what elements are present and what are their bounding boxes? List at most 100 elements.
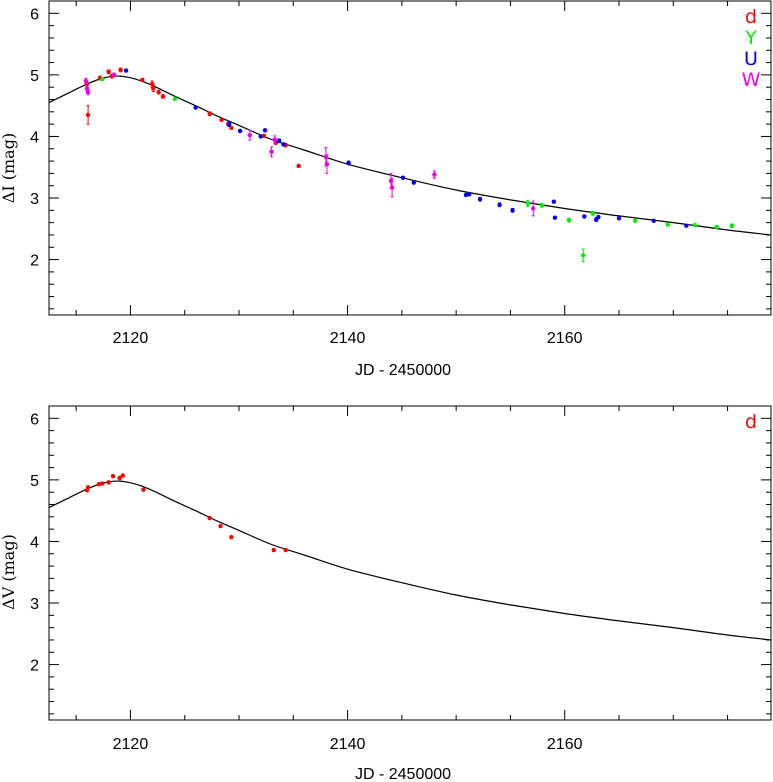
- data-point-U: [684, 223, 689, 228]
- data-point-W: [85, 89, 91, 96]
- y-tick-label: 2: [30, 253, 39, 270]
- data-point-d: [229, 125, 234, 131]
- legend-entry-Y: Y: [744, 27, 757, 49]
- data-point-d: [219, 117, 224, 123]
- data-point-W: [272, 135, 278, 144]
- data-point-U: [651, 218, 656, 223]
- legend-entry-d: d: [745, 6, 757, 28]
- data-point-U: [463, 192, 469, 198]
- data-point-W: [247, 129, 253, 141]
- data-point-d: [141, 487, 146, 492]
- data-point-d: [229, 534, 234, 540]
- x-tick-label: 2120: [113, 330, 149, 347]
- data-point-d: [118, 67, 123, 73]
- y-tick-label: 4: [30, 129, 39, 146]
- data-point-d: [296, 163, 301, 169]
- plot-frame: [48, 405, 772, 721]
- data-point-Y: [172, 96, 178, 102]
- bottom-panel-v-band: 2120 2140 2160 2 3 4 5 6 d JD - 2450000 ΔV (mag…: [0, 405, 772, 782]
- data-point-U: [497, 202, 502, 208]
- data-point-Y: [714, 224, 719, 230]
- x-axis-label: JD - 2450000: [355, 766, 451, 782]
- data-point-d: [85, 485, 91, 490]
- legend: d: [745, 411, 757, 433]
- x-tick-label: 2140: [330, 330, 366, 347]
- plot-frame: [48, 0, 772, 316]
- legend-entry-W: W: [742, 69, 761, 91]
- model-curve-group: [48, 75, 772, 236]
- y-tick-label: 3: [30, 596, 39, 613]
- data-points-group: [83, 67, 735, 262]
- y-tick-label: 5: [30, 473, 39, 490]
- legend-entry-d: d: [745, 411, 757, 433]
- x-tick-label: 2140: [330, 736, 366, 753]
- data-point-d: [207, 515, 212, 521]
- data-point-U: [276, 138, 282, 144]
- x-tick-label: 2160: [547, 736, 583, 753]
- data-point-W: [269, 146, 274, 158]
- data-point-d: [120, 473, 126, 478]
- x-tick-label: 2120: [113, 736, 149, 753]
- data-point-d: [160, 94, 166, 99]
- axis-ticks: 2120 2140 2160 2 3 4 5 6: [30, 0, 771, 347]
- data-point-U: [510, 207, 515, 213]
- data-point-U: [258, 134, 263, 139]
- data-points-group: [84, 473, 288, 553]
- data-point-d: [140, 77, 145, 83]
- model-curve-group: [48, 480, 772, 641]
- data-point-U: [582, 214, 587, 219]
- data-point-U: [123, 68, 129, 73]
- data-point-U: [237, 128, 243, 134]
- x-tick-label: 2160: [547, 330, 583, 347]
- data-point-U: [411, 180, 416, 185]
- data-point-U: [193, 105, 198, 110]
- data-point-U: [551, 199, 557, 204]
- y-tick-label: 2: [30, 658, 39, 675]
- data-point-d: [261, 133, 267, 139]
- data-point-U: [466, 192, 472, 197]
- y-tick-label: 3: [30, 191, 39, 208]
- data-point-Y: [539, 203, 545, 208]
- data-point-d: [106, 480, 111, 485]
- legend-entry-U: U: [744, 48, 758, 70]
- y-axis-label: ΔI (mag): [0, 133, 18, 203]
- y-tick-label: 5: [30, 68, 39, 85]
- data-point-W: [531, 200, 536, 217]
- data-point-Y: [590, 211, 596, 216]
- data-point-d: [117, 475, 122, 481]
- data-point-U: [552, 215, 558, 220]
- data-point-d: [283, 547, 288, 553]
- data-point-d: [106, 69, 111, 75]
- data-point-W: [389, 177, 395, 198]
- axis-ticks: 2120 2140 2160 2 3 4 5 6: [30, 405, 771, 753]
- data-point-Y: [566, 217, 572, 223]
- data-point-W: [324, 154, 330, 174]
- data-point-W: [111, 72, 117, 78]
- y-tick-label: 4: [30, 534, 39, 551]
- data-point-d: [156, 89, 161, 95]
- data-point-U: [616, 216, 622, 221]
- data-point-U: [477, 196, 483, 202]
- data-point-d: [151, 84, 156, 93]
- data-point-U: [281, 142, 286, 147]
- data-point-U: [262, 128, 268, 133]
- data-point-U: [346, 160, 351, 166]
- data-point-Y: [692, 222, 698, 228]
- model-curve: [48, 480, 772, 641]
- data-point-Y: [665, 222, 671, 227]
- y-tick-label: 6: [30, 411, 39, 428]
- y-tick-label: 6: [30, 6, 39, 23]
- data-point-Y: [633, 218, 638, 223]
- data-point-d: [271, 547, 276, 553]
- data-point-W: [83, 78, 89, 85]
- data-point-d: [96, 481, 102, 487]
- data-point-Y: [525, 199, 530, 208]
- data-point-U: [596, 214, 601, 220]
- data-point-Y: [580, 248, 586, 262]
- data-point-d: [218, 523, 223, 529]
- data-point-d: [207, 111, 212, 117]
- data-point-Y: [729, 223, 735, 229]
